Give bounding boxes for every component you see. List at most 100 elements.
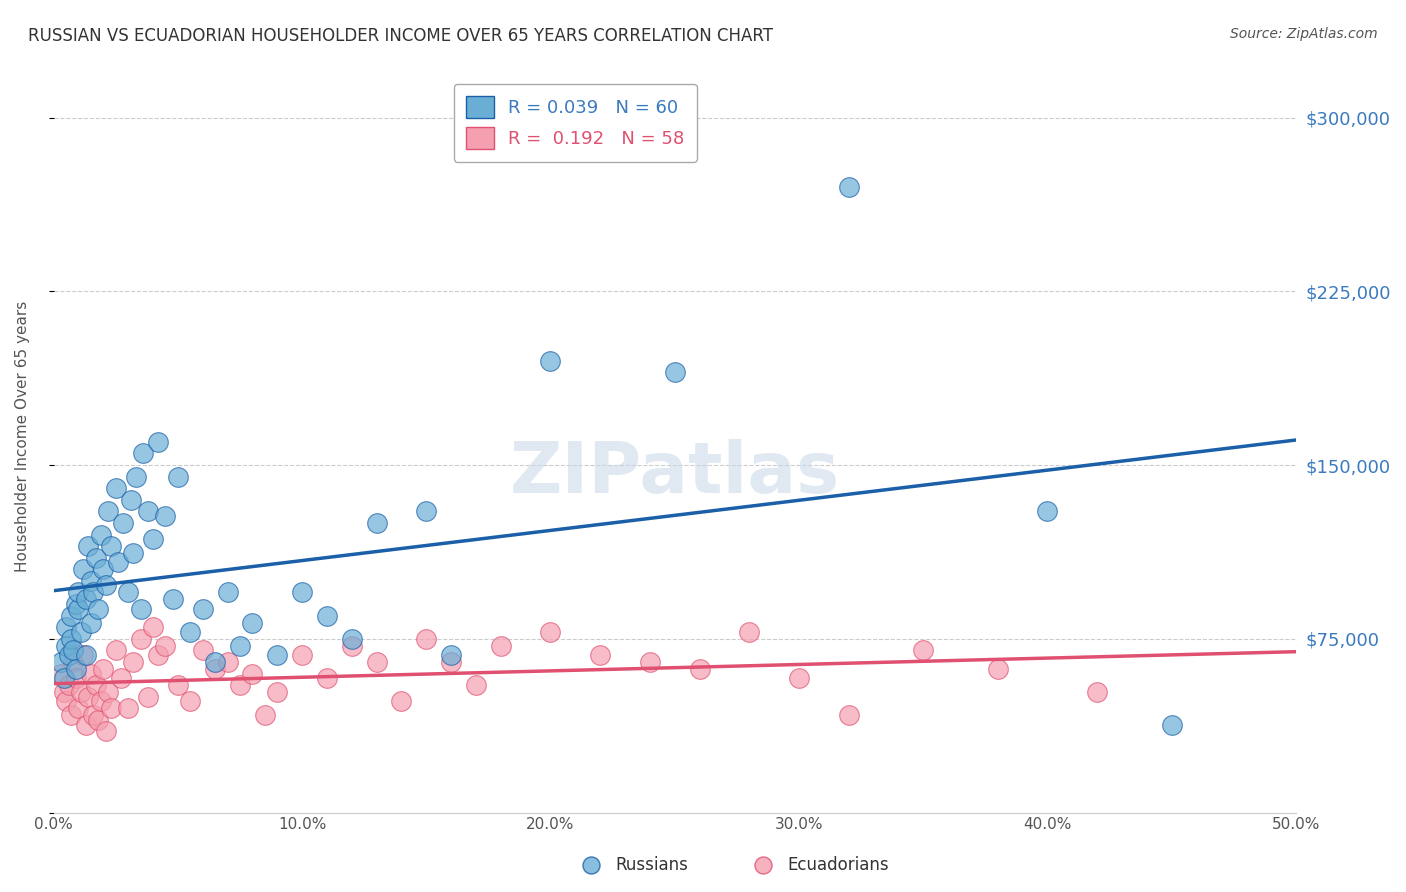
Point bbox=[52, 685, 75, 699]
Point bbox=[340, 632, 363, 646]
Point bbox=[787, 671, 810, 685]
Point bbox=[117, 701, 139, 715]
Point bbox=[489, 639, 512, 653]
Point bbox=[266, 648, 288, 662]
Point bbox=[55, 620, 77, 634]
Point bbox=[62, 643, 84, 657]
Point bbox=[155, 508, 177, 523]
Point bbox=[104, 481, 127, 495]
Point bbox=[94, 578, 117, 592]
Point bbox=[117, 585, 139, 599]
Point bbox=[67, 701, 90, 715]
Point bbox=[440, 655, 463, 669]
Point bbox=[838, 180, 860, 194]
Point bbox=[166, 469, 188, 483]
Point bbox=[142, 532, 165, 546]
Point bbox=[589, 648, 612, 662]
Point bbox=[65, 597, 87, 611]
Point bbox=[1036, 504, 1059, 518]
Point bbox=[391, 694, 413, 708]
Point bbox=[132, 446, 155, 460]
Point bbox=[77, 539, 100, 553]
Point bbox=[689, 662, 711, 676]
Point bbox=[1160, 717, 1182, 731]
Point bbox=[120, 492, 142, 507]
Point bbox=[146, 434, 169, 449]
Point bbox=[1085, 685, 1108, 699]
Point bbox=[75, 592, 97, 607]
Point bbox=[440, 648, 463, 662]
Point bbox=[52, 671, 75, 685]
Point bbox=[65, 671, 87, 685]
Point bbox=[104, 643, 127, 657]
Point bbox=[204, 662, 226, 676]
Point bbox=[142, 620, 165, 634]
Point bbox=[94, 724, 117, 739]
Point bbox=[55, 639, 77, 653]
Point bbox=[75, 648, 97, 662]
Point bbox=[75, 717, 97, 731]
Point bbox=[204, 655, 226, 669]
Point bbox=[91, 662, 114, 676]
Point bbox=[366, 655, 388, 669]
Text: Ecuadorians: Ecuadorians bbox=[787, 856, 889, 874]
Text: Russians: Russians bbox=[616, 856, 688, 874]
Point bbox=[638, 655, 661, 669]
Point bbox=[82, 708, 104, 723]
Point bbox=[59, 632, 82, 646]
Point bbox=[107, 555, 129, 569]
Point bbox=[70, 685, 93, 699]
Point bbox=[124, 469, 146, 483]
Point bbox=[122, 546, 145, 560]
Point bbox=[162, 592, 184, 607]
Point bbox=[465, 678, 488, 692]
Point bbox=[987, 662, 1010, 676]
Point bbox=[49, 666, 72, 681]
Point bbox=[415, 504, 437, 518]
Point bbox=[65, 662, 87, 676]
Point bbox=[91, 562, 114, 576]
Y-axis label: Householder Income Over 65 years: Householder Income Over 65 years bbox=[15, 301, 30, 572]
Point bbox=[67, 585, 90, 599]
Point bbox=[58, 648, 80, 662]
Point bbox=[70, 624, 93, 639]
Point bbox=[340, 639, 363, 653]
Point bbox=[59, 608, 82, 623]
Point bbox=[738, 624, 761, 639]
Point bbox=[100, 701, 122, 715]
Text: ZIPatlas: ZIPatlas bbox=[509, 439, 839, 508]
Point bbox=[146, 648, 169, 662]
Text: RUSSIAN VS ECUADORIAN HOUSEHOLDER INCOME OVER 65 YEARS CORRELATION CHART: RUSSIAN VS ECUADORIAN HOUSEHOLDER INCOME… bbox=[28, 27, 773, 45]
Point bbox=[136, 504, 159, 518]
Point bbox=[540, 624, 562, 639]
Point bbox=[229, 678, 252, 692]
Point bbox=[191, 601, 214, 615]
Text: Source: ZipAtlas.com: Source: ZipAtlas.com bbox=[1230, 27, 1378, 41]
Point bbox=[253, 708, 276, 723]
Point bbox=[100, 539, 122, 553]
Point bbox=[179, 624, 201, 639]
Point bbox=[122, 655, 145, 669]
Point bbox=[266, 685, 288, 699]
Point bbox=[415, 632, 437, 646]
Point bbox=[240, 615, 263, 630]
Point bbox=[62, 655, 84, 669]
Point bbox=[87, 713, 110, 727]
Point bbox=[84, 550, 107, 565]
Point bbox=[912, 643, 935, 657]
Point bbox=[366, 516, 388, 530]
Point bbox=[166, 678, 188, 692]
Point bbox=[664, 365, 686, 379]
Point bbox=[217, 585, 239, 599]
Point bbox=[229, 639, 252, 653]
Point bbox=[58, 678, 80, 692]
Point bbox=[80, 615, 103, 630]
Point bbox=[82, 585, 104, 599]
Point bbox=[291, 648, 314, 662]
Point bbox=[72, 648, 94, 662]
Point bbox=[97, 685, 120, 699]
Point bbox=[540, 353, 562, 368]
Point bbox=[240, 666, 263, 681]
Point bbox=[55, 694, 77, 708]
Point bbox=[136, 690, 159, 704]
